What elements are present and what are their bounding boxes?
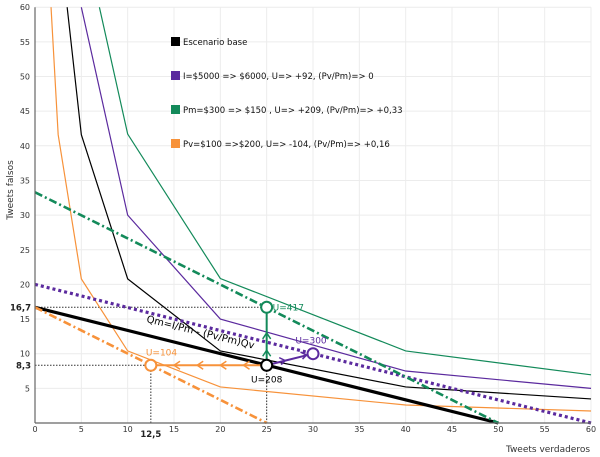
- legend-swatch: [171, 139, 180, 148]
- arrows: [150, 307, 314, 370]
- y-tick-label: 50: [20, 73, 30, 82]
- x-tick-label: 10: [123, 425, 133, 434]
- x-tick-label: 20: [215, 425, 225, 434]
- y-tick-label: 55: [20, 38, 30, 47]
- indifference-curves: [50, 7, 592, 412]
- point-marker: [144, 358, 158, 372]
- point-label: U=104: [146, 348, 178, 358]
- y-tick-label: 45: [20, 107, 30, 116]
- arrowhead-right-icon: [300, 351, 308, 360]
- x-tick-label: 50: [493, 425, 503, 434]
- x-tick-label: 25: [262, 425, 272, 434]
- arrowhead-up-icon: [262, 348, 272, 357]
- y-tick-label: 20: [20, 280, 30, 289]
- point-marker: [260, 300, 274, 314]
- x-tick-label: 35: [354, 425, 364, 434]
- y-tick-label: 30: [20, 211, 30, 220]
- arrowhead-right-icon: [278, 356, 287, 366]
- arrowhead-left-icon: [242, 360, 250, 370]
- x-tick-label: 15: [169, 425, 179, 434]
- y-axis-label: Tweets falsos: [6, 160, 16, 221]
- point-label: U=300: [295, 337, 327, 347]
- point-marker: [306, 347, 320, 361]
- y-tick-label: 5: [25, 384, 30, 393]
- legend-label: Pm=$300 => $150 , U=> +209, (Pv/Pm)=> +0…: [183, 106, 403, 116]
- x-tick-label: 5: [79, 425, 84, 434]
- x-tick-label: 40: [401, 425, 411, 434]
- indifference-curve: [98, 7, 592, 376]
- x-tick-label: 55: [540, 425, 550, 434]
- x-tick-label: 60: [586, 425, 596, 434]
- arrowhead-left-icon: [218, 360, 227, 370]
- x-tick-label: 30: [308, 425, 318, 434]
- special-x-tick-label: 12,5: [140, 430, 161, 440]
- x-axis-label: Tweets verdaderos: [505, 445, 590, 455]
- points: U=208 U=417 U=300 U=104: [144, 300, 327, 385]
- y-tick-label: 10: [20, 350, 30, 359]
- y-tick-label: 60: [20, 3, 30, 12]
- legend-swatch: [171, 71, 180, 80]
- legend-label: Pv=$100 =>$200, U=> -104, (Pv/Pm)=> +0,1…: [183, 140, 390, 150]
- y-tick-label: 25: [20, 246, 30, 255]
- point-label: U=208: [251, 375, 283, 385]
- special-y-tick-label: 8,3: [16, 361, 31, 371]
- grid: [34, 6, 592, 424]
- legend-label: I=$5000 => $6000, U=> +92, (Pv/Pm)=> 0: [183, 72, 374, 82]
- y-tick-label: 35: [20, 176, 30, 185]
- budget-equation-annotation: Qm=I/Pm - (Pv/Pm)Qv: [145, 314, 255, 351]
- indifference-curve: [50, 7, 592, 412]
- indifference-curve: [80, 7, 592, 389]
- y-tick-label: 40: [20, 142, 30, 151]
- legend: Escenario base I=$5000 => $6000, U=> +92,…: [171, 37, 403, 150]
- legend-swatch: [171, 37, 180, 46]
- arrowhead-up-icon: [262, 331, 272, 340]
- point-marker: [260, 358, 274, 372]
- legend-swatch: [171, 105, 180, 114]
- x-tick-label: 0: [32, 425, 37, 434]
- arrowhead-left-icon: [195, 360, 204, 370]
- y-tick-label: 15: [20, 315, 30, 324]
- special-y-tick-label: 16,7: [10, 303, 31, 313]
- legend-label: Escenario base: [183, 38, 247, 48]
- x-tick-label: 45: [447, 425, 457, 434]
- arrowhead-left-icon: [172, 360, 181, 370]
- point-label: U=417: [273, 303, 304, 313]
- axes: 0 5 10 15 20 25 30 35 40 45 50 55 60 5 10 15 20 25 30 35 40 4…: [10, 3, 596, 440]
- indifference-curve: [66, 7, 592, 400]
